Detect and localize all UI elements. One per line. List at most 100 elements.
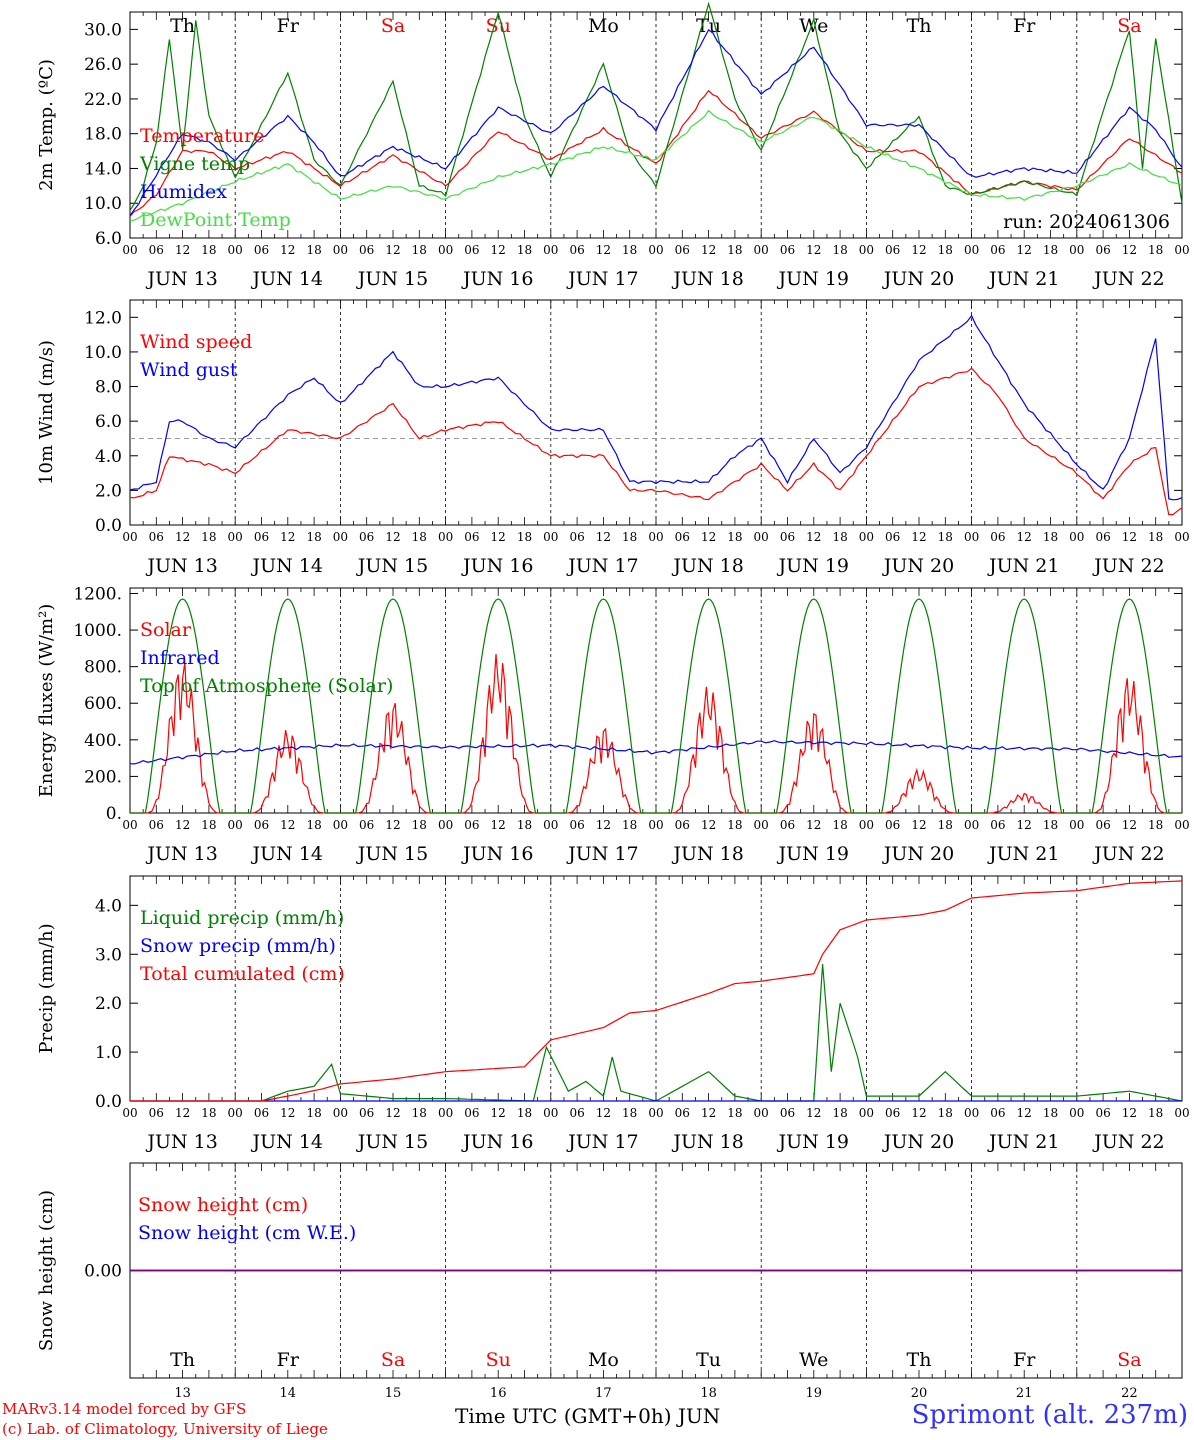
y-tick-label: 8.0 bbox=[95, 378, 122, 398]
legend-entry: Vigne temp bbox=[139, 153, 250, 175]
series-line bbox=[129, 89, 1183, 217]
hour-tick-label: 18 bbox=[517, 243, 532, 257]
day-label: JUN 21 bbox=[987, 268, 1059, 290]
day-label: JUN 15 bbox=[356, 1131, 428, 1153]
y-tick-label: 6.0 bbox=[95, 229, 122, 249]
y-tick-label: 6.0 bbox=[95, 412, 122, 432]
hour-tick-label: 18 bbox=[306, 1106, 321, 1120]
day-label: JUN 22 bbox=[1092, 1131, 1164, 1153]
day-label: JUN 19 bbox=[777, 843, 849, 865]
y-tick-label: 3.0 bbox=[95, 945, 122, 965]
day-label: JUN 20 bbox=[882, 555, 954, 577]
hour-tick-label: 18 bbox=[1043, 1106, 1058, 1120]
y-tick-label: 1200. bbox=[73, 584, 122, 604]
day-label: JUN 22 bbox=[1092, 268, 1164, 290]
hour-tick-label: 06 bbox=[464, 530, 479, 544]
legend-entry: Snow precip (mm/h) bbox=[140, 935, 336, 957]
series-line bbox=[129, 29, 1183, 217]
hour-tick-label: 12 bbox=[806, 530, 821, 544]
hour-tick-label: 12 bbox=[701, 1106, 716, 1120]
legend-entry: Wind gust bbox=[140, 359, 238, 381]
hour-tick-label: 06 bbox=[780, 530, 795, 544]
day-label: JUN 14 bbox=[251, 555, 323, 577]
day-label: JUN 18 bbox=[671, 843, 743, 865]
hour-tick-label: 00 bbox=[964, 818, 979, 832]
hour-tick-label: 18 bbox=[622, 243, 637, 257]
panel-frame bbox=[129, 587, 1183, 814]
hour-tick-label: 12 bbox=[1122, 530, 1137, 544]
hour-tick-label: 00 bbox=[228, 1106, 243, 1120]
day-number-label: 20 bbox=[911, 1386, 928, 1401]
hour-tick-label: 06 bbox=[464, 818, 479, 832]
day-number-label: 22 bbox=[1121, 1386, 1138, 1401]
hour-tick-label: 12 bbox=[385, 1106, 400, 1120]
hour-tick-label: 18 bbox=[1043, 818, 1058, 832]
hour-tick-label: 18 bbox=[201, 243, 216, 257]
hour-tick-label: 06 bbox=[885, 818, 900, 832]
day-label: JUN 17 bbox=[566, 555, 638, 577]
day-label: JUN 17 bbox=[566, 843, 638, 865]
hour-tick-label: 06 bbox=[254, 818, 269, 832]
y-tick-label: 10.0 bbox=[84, 194, 122, 214]
hour-tick-label: 06 bbox=[464, 243, 479, 257]
hour-tick-label: 06 bbox=[359, 243, 374, 257]
day-label: JUN 16 bbox=[461, 555, 533, 577]
hour-tick-label: 06 bbox=[675, 818, 690, 832]
hour-tick-label: 00 bbox=[648, 818, 663, 832]
weekday-label: Sa bbox=[1117, 15, 1141, 37]
hour-tick-label: 18 bbox=[412, 243, 427, 257]
hour-tick-label: 00 bbox=[648, 1106, 663, 1120]
hour-tick-label: 00 bbox=[754, 243, 769, 257]
day-number-label: 19 bbox=[806, 1386, 823, 1401]
y-axis-label: Energy fluxes (W/m²) bbox=[36, 604, 57, 798]
hour-tick-label: 06 bbox=[464, 1106, 479, 1120]
hour-tick-label: 18 bbox=[1043, 243, 1058, 257]
day-label: JUN 22 bbox=[1092, 555, 1164, 577]
hour-tick-label: 12 bbox=[596, 243, 611, 257]
hour-tick-label: 18 bbox=[832, 818, 847, 832]
hour-tick-label: 12 bbox=[175, 1106, 190, 1120]
hour-tick-label: 18 bbox=[201, 530, 216, 544]
hour-tick-label: 00 bbox=[859, 1106, 874, 1120]
weekday-label: Fr bbox=[277, 15, 300, 37]
day-label: JUN 16 bbox=[461, 1131, 533, 1153]
hour-tick-label: 06 bbox=[254, 243, 269, 257]
hour-tick-label: 00 bbox=[1174, 243, 1189, 257]
copyright-credit: (c) Lab. of Climatology, University of L… bbox=[2, 1420, 328, 1438]
hour-tick-label: 12 bbox=[1017, 243, 1032, 257]
hour-tick-label: 06 bbox=[149, 1106, 164, 1120]
hour-tick-label: 06 bbox=[569, 243, 584, 257]
hour-tick-label: 06 bbox=[1095, 530, 1110, 544]
legend-entry: Snow height (cm) bbox=[138, 1194, 308, 1216]
y-tick-label: 10.0 bbox=[84, 343, 122, 363]
hour-tick-label: 18 bbox=[832, 243, 847, 257]
hour-tick-label: 06 bbox=[149, 530, 164, 544]
panel-1: 6.0 10.0 14.0 18.0 22.0 26.0 30.0 2m Temp. (ºC)… bbox=[36, 1, 1190, 290]
day-label: JUN 14 bbox=[251, 1131, 323, 1153]
hour-tick-label: 12 bbox=[1122, 818, 1137, 832]
hour-tick-label: 18 bbox=[832, 530, 847, 544]
day-label: JUN 18 bbox=[671, 268, 743, 290]
hour-tick-label: 12 bbox=[491, 530, 506, 544]
hour-tick-label: 00 bbox=[122, 818, 137, 832]
legend-entry: Humidex bbox=[140, 181, 227, 203]
time-axis-caption: Time UTC (GMT+0h) JUN bbox=[455, 1404, 721, 1428]
hour-tick-label: 18 bbox=[1148, 243, 1163, 257]
hour-tick-label: 18 bbox=[1043, 530, 1058, 544]
hour-tick-label: 00 bbox=[648, 530, 663, 544]
legend-entry: Snow height (cm W.E.) bbox=[138, 1222, 356, 1244]
panel-4: 0.0 1.0 2.0 3.0 4.0 Precip (mm/h) 00 06 12 18 00 06… bbox=[36, 875, 1190, 1153]
hour-tick-label: 00 bbox=[1174, 530, 1189, 544]
y-tick-label: 30.0 bbox=[84, 20, 122, 40]
hour-tick-label: 12 bbox=[491, 818, 506, 832]
day-label: JUN 20 bbox=[882, 1131, 954, 1153]
hour-tick-label: 06 bbox=[885, 530, 900, 544]
hour-tick-label: 12 bbox=[175, 818, 190, 832]
hour-tick-label: 06 bbox=[780, 1106, 795, 1120]
y-tick-label: 26.0 bbox=[84, 55, 122, 75]
series-line bbox=[129, 109, 1183, 222]
series-line bbox=[130, 598, 1182, 814]
day-label: JUN 13 bbox=[145, 1131, 217, 1153]
day-label: JUN 20 bbox=[882, 843, 954, 865]
day-number-label: 17 bbox=[595, 1386, 612, 1401]
